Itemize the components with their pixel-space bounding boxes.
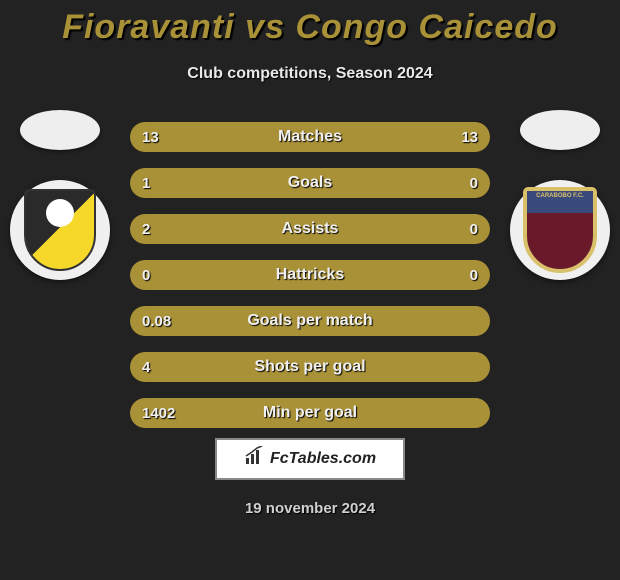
country-flag-left xyxy=(20,110,100,150)
right-badges xyxy=(500,110,620,280)
player2-name: Congo Caicedo xyxy=(295,8,557,46)
left-badges xyxy=(0,110,120,280)
stat-label: Assists xyxy=(130,214,490,244)
stat-value-left: 1402 xyxy=(130,398,187,428)
stat-label: Goals per match xyxy=(130,306,490,336)
stat-value-left: 13 xyxy=(130,122,171,152)
chart-icon xyxy=(244,446,266,472)
stat-value-left: 0.08 xyxy=(130,306,183,336)
player1-name: Fioravanti xyxy=(62,8,234,46)
club-logo-left-icon xyxy=(24,189,96,271)
stat-row: Goals per match0.08 xyxy=(130,306,490,336)
stat-row: Hattricks0 0 xyxy=(130,260,490,290)
comparison-title: Fioravanti vs Congo Caicedo xyxy=(0,0,620,47)
stat-label: Matches xyxy=(130,122,490,152)
stat-row: Shots per goal4 xyxy=(130,352,490,382)
stat-value-left: 4 xyxy=(130,352,162,382)
country-flag-right xyxy=(520,110,600,150)
stat-value-left: 1 xyxy=(130,168,162,198)
vs-text: vs xyxy=(245,8,285,46)
stat-label: Shots per goal xyxy=(130,352,490,382)
date-text: 19 november 2024 xyxy=(0,500,620,517)
stat-bars: Matches1313Goals10Assists20Hattricks00Go… xyxy=(130,122,490,444)
club-logo-right-icon xyxy=(523,187,597,273)
subtitle: Club competitions, Season 2024 xyxy=(0,65,620,83)
stat-value-left: 2 xyxy=(130,214,162,244)
club-badge-left xyxy=(10,180,110,280)
stat-row: Goals1 0 xyxy=(130,168,490,198)
stat-row: Min per goal1402 xyxy=(130,398,490,428)
stat-row: Matches13 13 xyxy=(130,122,490,152)
club-badge-right xyxy=(510,180,610,280)
stat-label: Hattricks xyxy=(130,260,490,290)
stat-label: Goals xyxy=(130,168,490,198)
stat-row: Assists2 0 xyxy=(130,214,490,244)
stat-value-right: 13 xyxy=(449,122,490,152)
stat-value-right: 0 xyxy=(458,214,490,244)
source-logo: FcTables.com xyxy=(215,438,405,480)
stat-value-right: 0 xyxy=(458,260,490,290)
stat-value-right: 0 xyxy=(458,168,490,198)
source-logo-text: FcTables.com xyxy=(270,450,376,468)
stat-value-left: 0 xyxy=(130,260,162,290)
